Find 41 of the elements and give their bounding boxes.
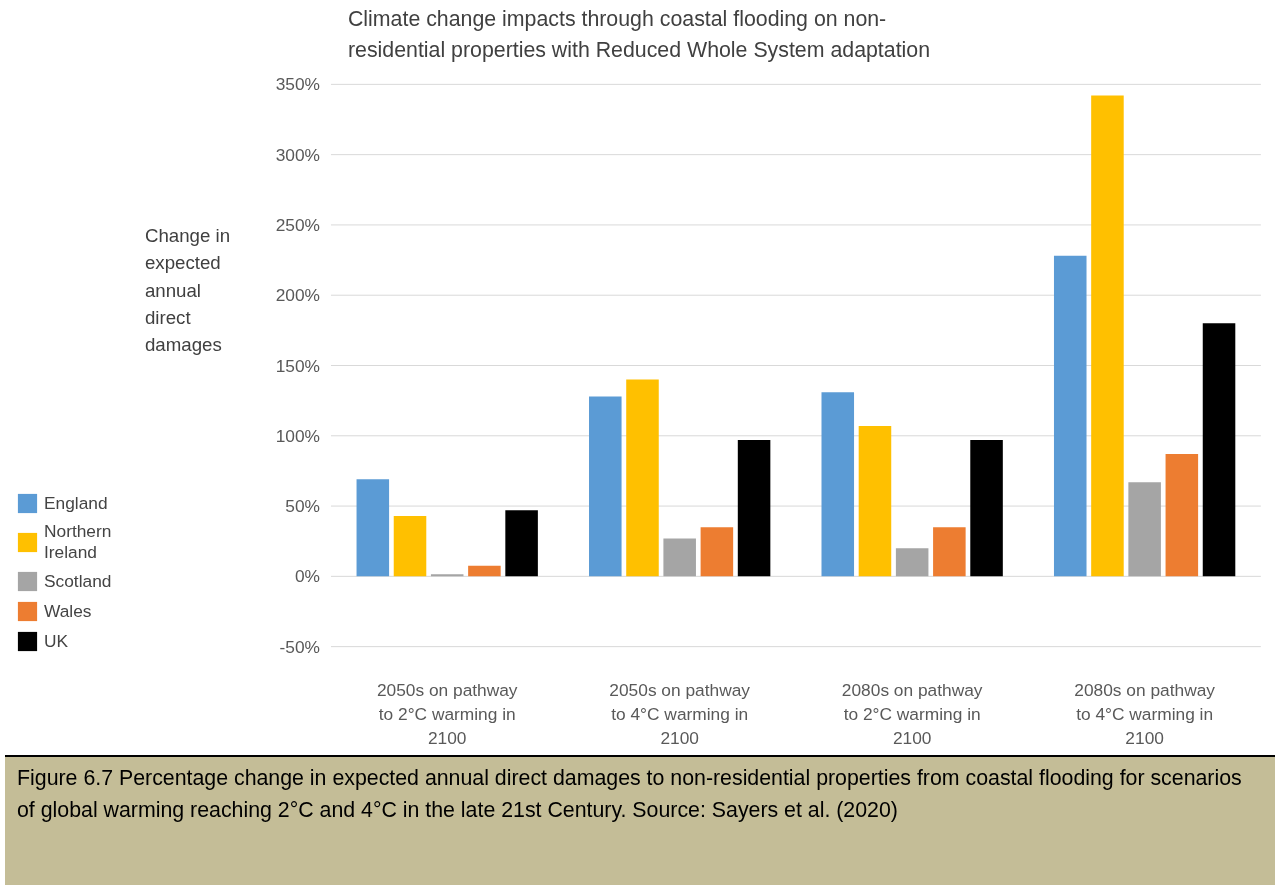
bar [858,425,892,577]
legend-label: England [44,492,108,514]
bar [821,392,855,577]
y-tick-label: -50% [279,636,320,657]
bar [737,440,771,577]
x-tick-label: 2050s on pathway to 2°C warming in 2100 [376,679,518,748]
x-tick-label: 2080s on pathway to 2°C warming in 2100 [841,679,983,748]
bar [1202,323,1236,577]
bar [1165,454,1199,577]
bar [700,527,734,577]
x-tick-label: 2050s on pathway to 4°C warming in 2100 [609,679,751,748]
bar [1091,95,1124,577]
y-tick-label: 350% [275,74,320,95]
bar [356,479,390,577]
legend-label: Northern Ireland [44,521,112,563]
bar [663,538,696,577]
y-tick-label: 200% [275,285,320,306]
bar [393,515,427,577]
caption: Figure 6.7 Percentage change in expected annual direct damages to non-residential properties from coastal flooding for scenarios of global warming reaching 2°C and 4°C in the late 21st Century. Source: Sayers et al. (2020) [17,765,1243,824]
bar [933,527,966,577]
bar [468,565,501,577]
legend-label: UK [44,630,69,652]
chart-title: Climate change impacts through coastal flooding on non-residential properties with Reduced Whole System adaptation [347,7,931,63]
bar [970,440,1003,577]
bar [589,396,622,577]
bar [895,548,929,577]
y-axis-title: Change in expected annual direct damages [144,224,231,356]
y-tick-label: 50% [285,496,320,517]
bar [430,574,464,577]
bar [1053,255,1087,577]
legend-label: Wales [44,600,92,622]
y-tick-label: 150% [275,355,320,376]
y-tick-label: 0% [294,566,320,587]
y-tick-label: 100% [275,425,320,446]
y-tick-label: 300% [275,144,320,165]
x-tick-label: 2080s on pathway to 4°C warming in 2100 [1074,679,1216,748]
bar [505,510,538,577]
bar [626,379,659,577]
legend-label: Scotland [44,570,112,592]
y-tick-label: 250% [275,214,320,235]
bar [1128,482,1161,577]
